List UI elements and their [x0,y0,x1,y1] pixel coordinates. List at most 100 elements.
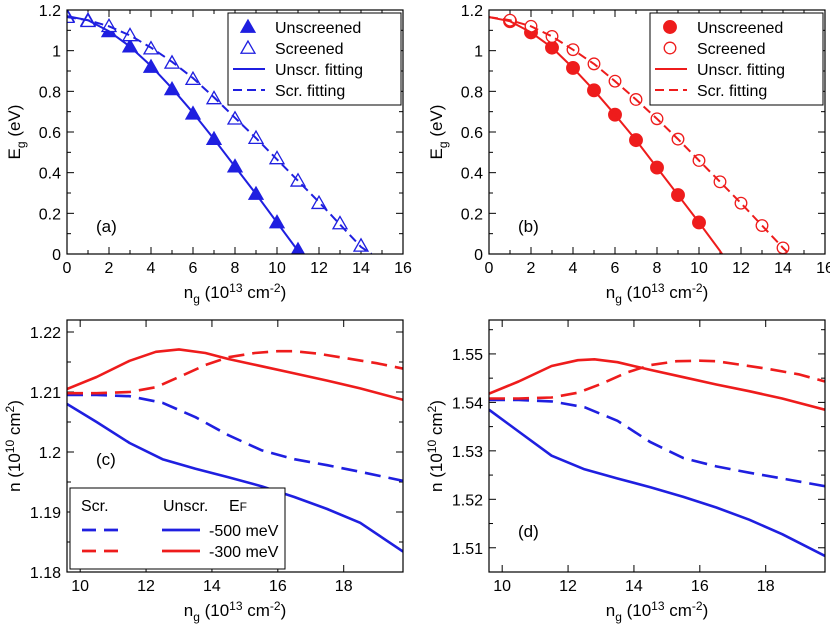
x-axis-label-part: -2 [692,599,703,613]
legend-box [227,12,402,106]
y-tick-label: 1.2 [39,3,61,20]
legend-label: Unscreened [697,20,783,37]
legend: Unscreened Screened Unscr. fitting Scr. fit… [227,12,402,106]
series-group [489,358,825,558]
legend-label: Screened [275,41,344,58]
y-tick-label: 0.8 [461,84,483,101]
x-axis-label-part: ) [281,283,287,302]
x-tick-label: 18 [335,578,353,595]
y-tick-label: 1.21 [30,385,61,402]
y-tick-label: 0 [52,247,61,264]
y-tick-label: 0.8 [39,84,61,101]
y-axis-label-part: g [436,141,450,148]
legend-box [69,487,286,570]
plot-frame [488,9,826,255]
y-tick-label: 1.22 [30,325,61,342]
x-axis-label-part: ) [703,283,709,302]
x-axis-label: ng (1013 cm-2) [184,599,287,624]
y-axis-label-part: g [14,141,28,148]
legend-marker [239,18,257,33]
y-axis-label-part: n (10 [427,453,446,492]
x-tick-label: 12 [732,260,750,277]
x-tick-label: 8 [653,260,662,277]
series-line [489,408,825,558]
series-group [67,348,403,553]
series-line [67,15,301,254]
y-tick-label: 1.19 [30,505,61,522]
y-tick-label: 0.4 [39,166,61,183]
x-axis-label-part: -2 [692,281,703,295]
x-axis-label-part: n [606,601,615,620]
plot-frame [66,9,404,255]
y-tick-label: 0.6 [461,125,483,142]
legend-label: Screened [697,41,766,58]
x-axis-label-part: n [606,283,615,302]
y-tick-label: 0.6 [39,125,61,142]
y-axis-label: n (1010 cm2) [425,400,446,492]
series-line [67,393,403,483]
legend-header-fermi-sub: F [240,500,247,514]
panel-label: (a) [96,217,117,236]
x-axis-label-part: cm [243,601,270,620]
legend-label: Scr. fitting [275,83,345,100]
panel-label: (c) [96,450,116,469]
x-axis-label-part: g [193,292,200,306]
y-tick-label: 1.2 [39,445,61,462]
legend-header-unscreened: Unscr. [163,498,208,515]
series-line [67,402,403,553]
x-axis-label-part: (10 [622,283,651,302]
x-tick-label: 16 [691,578,709,595]
x-tick-label: 14 [352,260,370,277]
x-axis-label-part: cm [243,283,270,302]
panel-d: 10 12 14 16 18 1.51 1.52 1.53 1.54 1.55 ng (1013 c… [425,319,826,624]
x-tick-label: 14 [774,260,792,277]
x-tick-label: 0 [485,260,494,277]
legend-marker [239,39,257,54]
x-tick-label: 6 [611,260,620,277]
x-tick-label: 18 [757,578,775,595]
y-tick-label: 1.54 [452,395,483,412]
series-group [489,13,790,254]
y-tick-label: 1 [52,44,61,61]
data-point [268,150,286,165]
x-axis-label: ng (1013 cm-2) [606,281,709,306]
x-axis-label: ng (1013 cm-2) [606,599,709,624]
y-axis-label-part: ) [427,400,446,406]
data-point [331,215,349,230]
series-line [489,16,790,254]
panel-label: (d) [518,522,539,541]
legend-label: Unscr. fitting [275,62,363,79]
x-axis-label-part: cm [665,601,692,620]
x-tick-label: 14 [203,578,221,595]
x-tick-label: 16 [816,260,830,277]
x-axis-label-part: ) [703,601,709,620]
x-axis-label-part: n [184,283,193,302]
x-tick-label: 4 [569,260,578,277]
legend-header-screened: Scr. [81,498,109,515]
legend: Scr. Unscr. EF -500 meV -300 meV [69,487,286,570]
series-line [489,398,825,488]
panel-c: 10 12 14 16 18 1.18 1.19 1.2 1.21 1.22 ng (1013 cm… [3,319,404,624]
x-axis-label-part: g [615,292,622,306]
y-axis-label-part: cm [427,412,446,439]
x-tick-label: 10 [690,260,708,277]
panel-label: (b) [518,217,539,236]
x-tick-label: 2 [527,260,536,277]
x-tick-label: 12 [137,578,155,595]
legend-label: Scr. fitting [697,83,767,100]
y-axis-label-part: 2 [3,405,17,412]
y-axis-label-part: E [427,148,446,159]
legend-header-fermi-symbol: E [229,498,240,515]
x-tick-label: 12 [310,260,328,277]
x-tick-label: 10 [71,578,89,595]
legend-label: -300 meV [209,544,279,561]
y-axis-label-part: 10 [425,440,439,454]
legend-header-fermi: EF [229,498,247,515]
series-line [489,16,723,254]
x-tick-label: 6 [189,260,198,277]
series-line [67,349,403,395]
plot-frame [488,319,826,573]
y-axis-label-part: (eV) [427,105,446,142]
legend: Unscreened Screened Unscr. fitting Scr. fit… [649,12,824,106]
